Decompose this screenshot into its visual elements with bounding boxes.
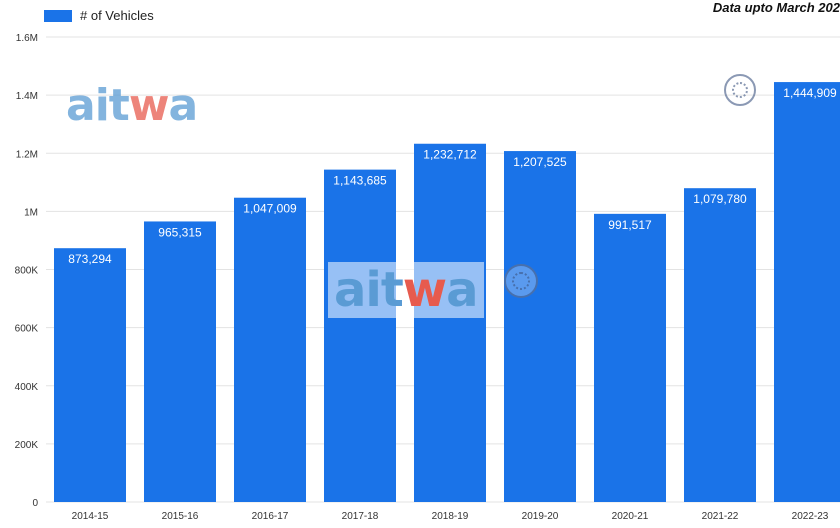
data-label: 1,047,009: [243, 202, 297, 216]
watermark-letter: i: [94, 80, 110, 131]
data-label: 1,143,685: [333, 174, 387, 188]
bar: [684, 188, 756, 502]
x-tick-label: 2017-18: [342, 511, 379, 522]
y-tick-label: 1.2M: [16, 149, 38, 160]
data-label: 1,207,525: [513, 155, 567, 169]
data-label: 1,232,712: [423, 148, 477, 162]
y-tick-label: 1.6M: [16, 33, 38, 44]
x-tick-label: 2018-19: [432, 511, 469, 522]
watermark-letter: t: [380, 262, 404, 318]
watermark-letter: a: [66, 80, 96, 131]
bar: [234, 197, 306, 502]
bar: [414, 143, 486, 502]
data-label: 991,517: [608, 218, 652, 232]
watermark-letter: w: [128, 80, 170, 131]
x-tick-label: 2019-20: [522, 511, 559, 522]
x-tick-label: 2015-16: [162, 511, 199, 522]
watermark-letter: a: [168, 80, 199, 131]
y-tick-label: 0: [32, 498, 38, 509]
y-tick-label: 800K: [15, 266, 39, 277]
watermark-letter: a: [334, 262, 366, 318]
data-note: Data upto March 202: [712, 0, 840, 15]
x-tick-label: 2016-17: [252, 511, 289, 522]
watermark-letter: a: [446, 262, 478, 318]
y-tick-label: 600K: [15, 324, 39, 335]
x-tick-label: 2014-15: [72, 511, 109, 522]
aitwa-watermark-logo: aitwa: [328, 262, 484, 318]
legend-label: # of Vehicles: [80, 8, 154, 23]
seal-icon: [504, 264, 538, 298]
bar: [504, 151, 576, 502]
aitwa-watermark-logo: aitwa: [66, 80, 199, 131]
data-label: 873,294: [68, 252, 112, 266]
bar: [594, 213, 666, 502]
bar: [144, 221, 216, 502]
y-tick-label: 1M: [24, 207, 38, 218]
data-label: 1,444,909: [783, 86, 837, 100]
watermark-letter: i: [365, 262, 381, 318]
x-tick-label: 2020-21: [612, 511, 649, 522]
data-label: 1,079,780: [693, 192, 747, 206]
y-tick-label: 200K: [15, 440, 39, 451]
bar: [54, 248, 126, 502]
bar: [324, 169, 396, 502]
bar: [774, 82, 840, 503]
watermark-letter: t: [108, 80, 130, 131]
x-tick-label: 2021-22: [702, 511, 739, 522]
data-label: 965,315: [158, 225, 202, 239]
seal-icon: [724, 74, 756, 106]
y-tick-label: 400K: [15, 382, 39, 393]
y-tick-label: 1.4M: [16, 91, 38, 102]
watermark-letter: w: [402, 262, 447, 318]
x-tick-label: 2022-23: [792, 511, 829, 522]
legend: # of Vehicles: [44, 8, 154, 23]
legend-swatch: [44, 9, 72, 22]
